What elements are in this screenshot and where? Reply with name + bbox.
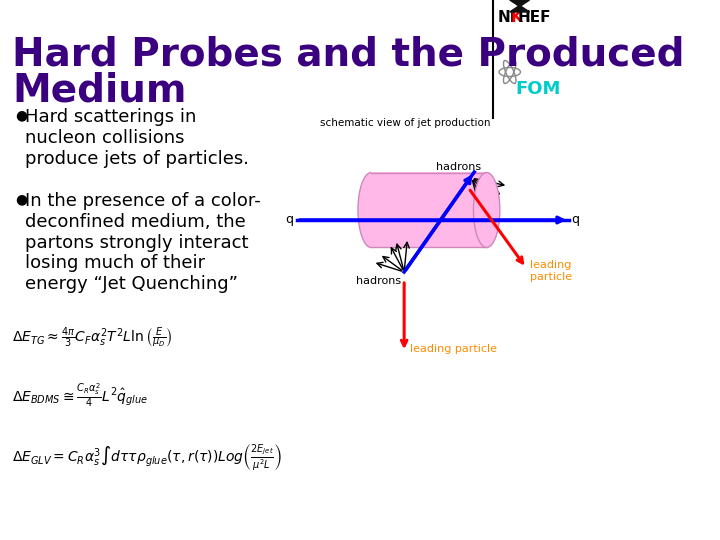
Text: K: K [510, 10, 522, 25]
Text: In the presence of a color-
deconfined medium, the
partons strongly interact
los: In the presence of a color- deconfined m… [24, 192, 261, 293]
Bar [372, 172, 429, 247]
Text: $\Delta E_{BDMS} \cong \frac{C_R \alpha_s^2}{4} L^2 \hat{q}_{glue}$: $\Delta E_{BDMS} \cong \frac{C_R \alpha_… [12, 382, 148, 409]
Text: $\Delta E_{GLV} = C_R \alpha_s^3 \int d\tau\tau \rho_{glue}\left(\tau, r(\tau)\r: $\Delta E_{GLV} = C_R \alpha_s^3 \int d\… [12, 442, 283, 472]
Text: hadrons: hadrons [436, 162, 481, 172]
Text: schematic view of jet production: schematic view of jet production [320, 118, 490, 128]
Polygon shape [510, 0, 529, 12]
Ellipse shape [474, 172, 500, 247]
Text: $\Delta E_{TG} \approx \frac{4\pi}{3} C_F \alpha_s^2 T^2 L \ln\left(\frac{E}{\mu: $\Delta E_{TG} \approx \frac{4\pi}{3} C_… [12, 325, 173, 350]
Text: ●: ● [15, 108, 27, 122]
Text: ●: ● [15, 192, 27, 206]
Text: leading
particle: leading particle [529, 260, 572, 281]
Text: NI: NI [498, 10, 516, 25]
Ellipse shape [358, 172, 384, 247]
Text: q: q [285, 213, 293, 226]
Text: leading particle: leading particle [410, 344, 497, 354]
Text: Hard Probes and the Produced: Hard Probes and the Produced [12, 35, 685, 73]
Text: HEF: HEF [517, 10, 551, 25]
Text: FOM: FOM [516, 80, 561, 98]
Bar [372, 172, 487, 247]
Text: Medium: Medium [12, 72, 187, 110]
Text: hadrons: hadrons [356, 276, 402, 286]
Text: q: q [572, 213, 580, 226]
Text: Hard scatterings in
nucleon collisions
produce jets of particles.: Hard scatterings in nucleon collisions p… [24, 108, 248, 167]
